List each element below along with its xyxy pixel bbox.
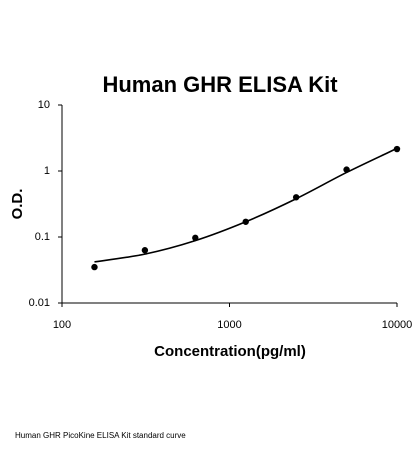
data-point (91, 263, 98, 271)
y-axis-label: O.D. (9, 189, 26, 220)
data-point (292, 194, 300, 201)
x-tick-label: 10000 (382, 319, 413, 331)
fit-curve (94, 147, 398, 263)
caption: Human GHR PicoKine ELISA Kit standard cu… (15, 431, 186, 440)
y-tick-label: 10 (38, 99, 50, 111)
x-tick-label: 1000 (217, 319, 241, 331)
x-axis-label: Concentration(pg/ml) (154, 343, 306, 360)
x-tick-label: 100 (53, 319, 71, 331)
data-point (393, 145, 401, 153)
data-point (242, 218, 249, 225)
data-point (141, 247, 149, 254)
y-tick-label: 1 (44, 165, 50, 177)
y-tick-label: 0.01 (29, 297, 50, 309)
data-point (343, 166, 350, 173)
y-tick-label: 0.1 (35, 231, 50, 243)
chart-title: Human GHR ELISA Kit (102, 72, 338, 97)
data-point (192, 234, 199, 242)
